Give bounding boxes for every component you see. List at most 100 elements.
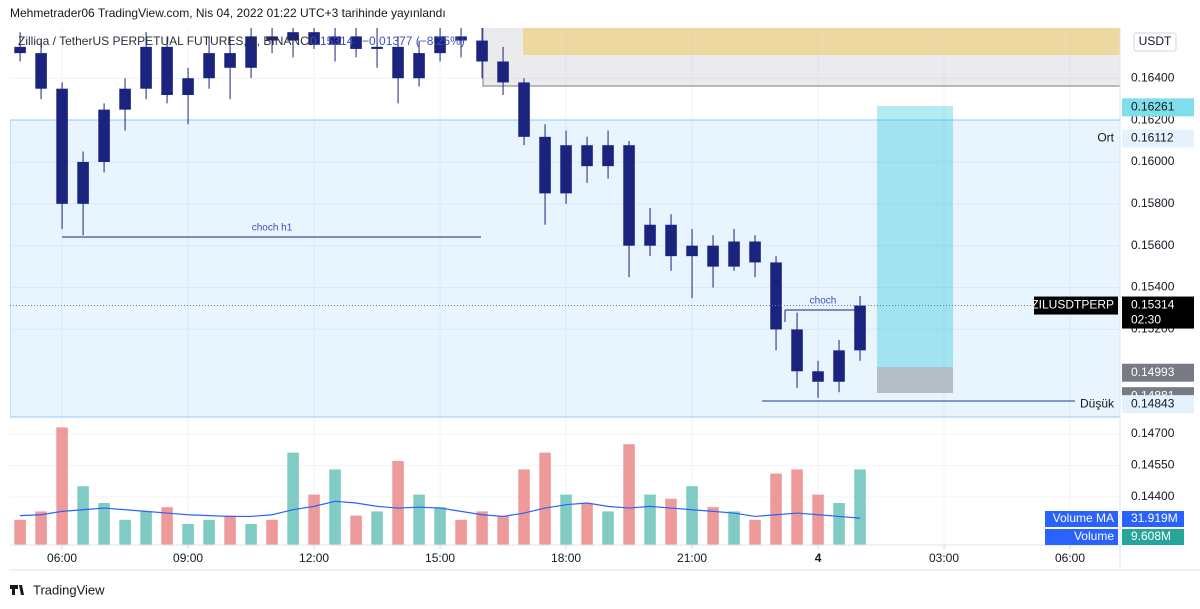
candle-body (518, 82, 530, 137)
price-label: 0.14843 (1131, 396, 1175, 410)
volume-bar (644, 494, 656, 545)
orange-zone (523, 28, 1120, 55)
annotation: choch (810, 296, 837, 307)
candle-body (560, 145, 572, 194)
volume-bar (224, 515, 236, 545)
footer-brand: TradingView (33, 582, 105, 597)
y-tick-label: 0.15800 (1131, 196, 1175, 210)
volume-bar (98, 503, 110, 545)
volume-bar (287, 452, 299, 545)
volume-bar (812, 494, 824, 545)
candle-body (728, 241, 740, 267)
volume-bar (455, 519, 467, 545)
volume-bar (854, 469, 866, 545)
candle-body (581, 145, 593, 167)
price-tag: Düşük (1080, 396, 1115, 410)
countdown: 02:30 (1131, 313, 1161, 327)
axes: 0.164000.162000.160000.158000.156000.154… (10, 28, 1200, 571)
price-label: 0.15314 (1131, 298, 1175, 312)
candle-body (665, 224, 677, 257)
volume-legend-box (1045, 511, 1118, 527)
price-label-box (1122, 363, 1194, 382)
y-tick-label: 0.14550 (1131, 458, 1175, 472)
volume-bar (140, 511, 152, 545)
volume-bar (14, 519, 26, 545)
volume-bar (476, 511, 488, 545)
volume-bar (371, 511, 383, 545)
tag-box (1034, 296, 1118, 315)
candle-body (644, 224, 656, 246)
volume-legend-value: 9.608M (1131, 529, 1171, 543)
volume-bar (602, 511, 614, 545)
x-tick-label: 15:00 (425, 551, 455, 565)
candle-body (245, 36, 257, 68)
candle-body (77, 161, 89, 204)
volume-bar (413, 494, 425, 545)
volume-bar (833, 503, 845, 545)
y-tick-label: 0.14400 (1131, 489, 1175, 503)
volume-bar (434, 507, 446, 545)
volume-bar (539, 452, 551, 545)
candle-body (329, 36, 341, 45)
volume-bar (392, 461, 404, 545)
y-tick-label: 0.16000 (1131, 154, 1175, 168)
candle-body (140, 46, 152, 89)
volume-bar (161, 507, 173, 545)
candle-body (14, 46, 26, 54)
volume-bar (707, 507, 719, 545)
volume-bar (56, 427, 68, 545)
volume-bar (497, 515, 509, 545)
volume-bar (581, 503, 593, 545)
candle-body (392, 46, 404, 79)
price-label-box (1122, 395, 1194, 414)
candle-body (98, 109, 110, 162)
volume-bar (119, 519, 131, 545)
footer-logo (10, 585, 24, 595)
x-tick-label: 09:00 (173, 551, 203, 565)
price-label-box (1122, 98, 1194, 117)
y-tick-label: 0.15600 (1131, 238, 1175, 252)
volume-bar (518, 469, 530, 545)
x-tick-label: 06:00 (47, 551, 77, 565)
volume-legend-value: 31.919M (1131, 511, 1178, 525)
candle-body (203, 53, 215, 79)
volume-bar (329, 469, 341, 545)
volume-bar (266, 519, 278, 545)
volume-bar (350, 515, 362, 545)
candle-body (413, 53, 425, 79)
x-tick-label: 18:00 (551, 551, 581, 565)
candle-body (35, 53, 47, 89)
candle-body (119, 88, 131, 110)
volume-bar (686, 486, 698, 545)
candle-body (224, 53, 236, 68)
candle-body (833, 350, 845, 382)
candle-body (812, 371, 824, 382)
candle-body (56, 88, 68, 204)
price-tag: Ort (1097, 131, 1114, 145)
candle-body (182, 78, 194, 95)
candle-body (749, 241, 761, 263)
volume-legend-name: Volume (1074, 529, 1114, 543)
price-label: 0.14993 (1131, 365, 1175, 379)
candle-body (707, 245, 719, 267)
volume-bar (560, 494, 572, 545)
price-label: 0.16112 (1131, 131, 1174, 145)
annotation: choch h1 (252, 223, 293, 234)
candle-body (350, 36, 362, 49)
candle-body (791, 329, 803, 372)
plot: choch h1 choch (10, 28, 1120, 545)
price-label-box (1122, 296, 1194, 329)
price-label-box (1122, 129, 1194, 148)
x-tick-label: 21:00 (677, 551, 707, 565)
x-tick-label: 12:00 (299, 551, 329, 565)
target-box (877, 106, 953, 367)
symbol: Zilliqa / TetherUS PERPETUAL FUTURES, 5,… (18, 34, 317, 48)
candle-body (455, 36, 467, 41)
unit: USDT (1139, 34, 1172, 48)
volume-legend-box (1122, 529, 1184, 545)
candle-body (686, 245, 698, 257)
volume-bar (35, 511, 47, 545)
volume-legend-box (1122, 511, 1184, 527)
volume-bar (182, 524, 194, 545)
